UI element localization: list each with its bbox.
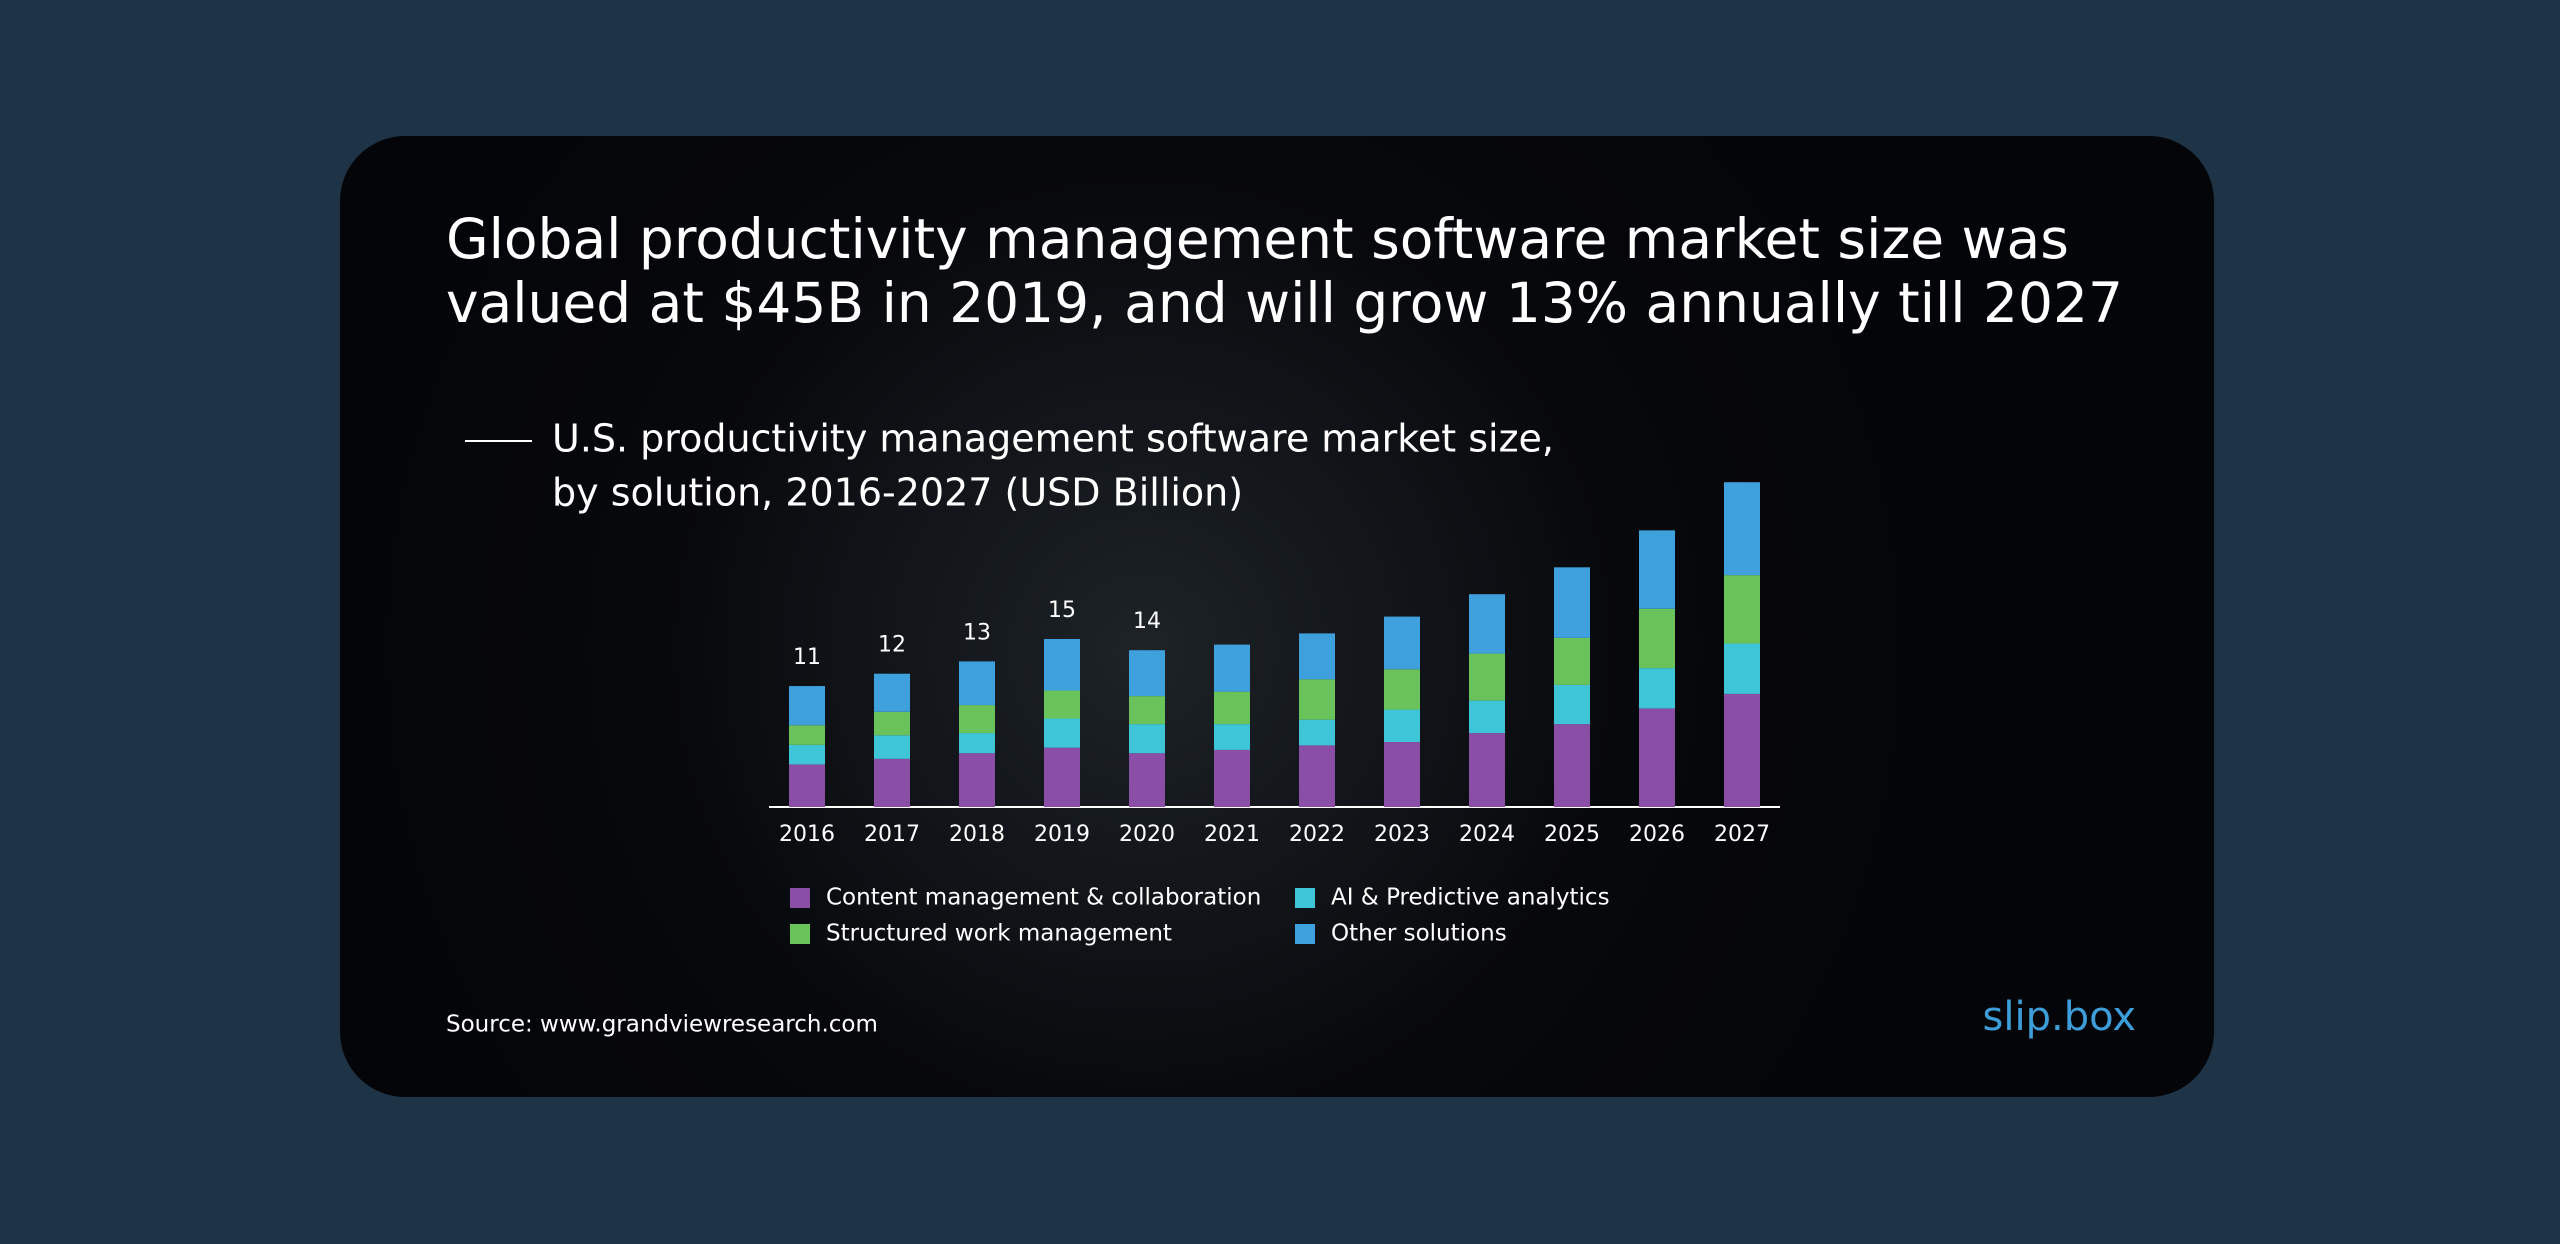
bar-segment bbox=[1724, 693, 1760, 807]
bar-segment bbox=[1044, 690, 1080, 719]
legend-label: Structured work management bbox=[826, 921, 1172, 947]
bar-segment bbox=[1299, 719, 1335, 746]
bar-segment bbox=[874, 711, 910, 736]
x-tick-label: 2016 bbox=[779, 822, 835, 847]
legend-swatch bbox=[1295, 888, 1315, 908]
x-tick-label: 2021 bbox=[1204, 822, 1260, 847]
legend-swatch bbox=[1295, 924, 1315, 944]
bar-segment bbox=[1384, 669, 1420, 710]
x-tick-label: 2024 bbox=[1459, 822, 1515, 847]
bar-segment bbox=[959, 661, 995, 706]
x-tick-label: 2027 bbox=[1714, 822, 1770, 847]
title-line: valued at $45B in 2019, and will grow 13… bbox=[446, 271, 2123, 335]
x-tick-label: 2020 bbox=[1119, 822, 1175, 847]
bar-segment bbox=[1724, 575, 1760, 644]
bar-segment bbox=[789, 725, 825, 745]
subtitle-line: U.S. productivity management software ma… bbox=[552, 417, 1554, 461]
bar-segment bbox=[1044, 718, 1080, 748]
card bbox=[340, 136, 2214, 1097]
bar-segment bbox=[1554, 567, 1590, 638]
legend-label: Other solutions bbox=[1331, 921, 1507, 947]
legend-label: AI & Predictive analytics bbox=[1331, 885, 1610, 911]
total-label: 14 bbox=[1133, 609, 1161, 634]
bar-segment bbox=[1214, 691, 1250, 725]
x-tick-label: 2019 bbox=[1034, 822, 1090, 847]
total-label: 15 bbox=[1048, 598, 1076, 623]
bar-segment bbox=[1384, 616, 1420, 670]
total-label: 12 bbox=[878, 633, 906, 658]
bar-segment bbox=[1469, 653, 1505, 701]
total-label: 11 bbox=[793, 645, 821, 670]
bar-segment bbox=[1639, 608, 1675, 669]
bar-segment bbox=[1639, 708, 1675, 807]
bar-segment bbox=[1214, 749, 1250, 807]
bar-segment bbox=[874, 673, 910, 712]
bar-segment bbox=[1129, 696, 1165, 725]
bar-segment bbox=[1214, 724, 1250, 750]
bar-segment bbox=[1299, 679, 1335, 720]
bar-segment bbox=[1469, 733, 1505, 807]
x-tick-label: 2026 bbox=[1629, 822, 1685, 847]
brand[interactable]: slip.box bbox=[1983, 994, 2136, 1040]
x-tick-label: 2022 bbox=[1289, 822, 1345, 847]
bar-segment bbox=[1299, 745, 1335, 807]
bar-segment bbox=[1299, 633, 1335, 680]
bar-segment bbox=[789, 686, 825, 726]
bar-segment bbox=[789, 764, 825, 807]
legend-label: Content management & collaboration bbox=[826, 885, 1261, 911]
source: Source: www.grandviewresearch.com bbox=[446, 1012, 878, 1038]
bar-segment bbox=[1639, 530, 1675, 609]
title-line: Global productivity management software … bbox=[446, 207, 2069, 271]
bar-segment bbox=[1384, 742, 1420, 807]
bar-segment bbox=[874, 758, 910, 807]
bar-segment bbox=[1129, 753, 1165, 807]
x-tick-label: 2018 bbox=[949, 822, 1005, 847]
legend-swatch bbox=[790, 924, 810, 944]
bar-segment bbox=[959, 733, 995, 754]
bar-segment bbox=[1554, 637, 1590, 685]
total-label: 13 bbox=[963, 620, 991, 645]
x-tick-label: 2017 bbox=[864, 822, 920, 847]
bar-segment bbox=[1554, 684, 1590, 725]
bar-segment bbox=[959, 753, 995, 807]
bar-segment bbox=[874, 735, 910, 759]
bar-segment bbox=[1214, 644, 1250, 692]
bar-segment bbox=[789, 744, 825, 765]
bar-segment bbox=[1469, 594, 1505, 654]
legend-swatch bbox=[790, 888, 810, 908]
bar-segment bbox=[1724, 482, 1760, 576]
bar-segment bbox=[959, 705, 995, 734]
bar-segment bbox=[1724, 643, 1760, 694]
x-tick-label: 2023 bbox=[1374, 822, 1430, 847]
x-tick-label: 2025 bbox=[1544, 822, 1600, 847]
bar-segment bbox=[1639, 668, 1675, 709]
bar-segment bbox=[1044, 747, 1080, 807]
subtitle-line: by solution, 2016-2027 (USD Billion) bbox=[552, 471, 1243, 515]
bar-segment bbox=[1044, 639, 1080, 691]
bar-segment bbox=[1384, 709, 1420, 743]
bar-segment bbox=[1469, 700, 1505, 734]
bar-segment bbox=[1129, 724, 1165, 754]
bar-segment bbox=[1129, 650, 1165, 697]
bar-segment bbox=[1554, 724, 1590, 807]
